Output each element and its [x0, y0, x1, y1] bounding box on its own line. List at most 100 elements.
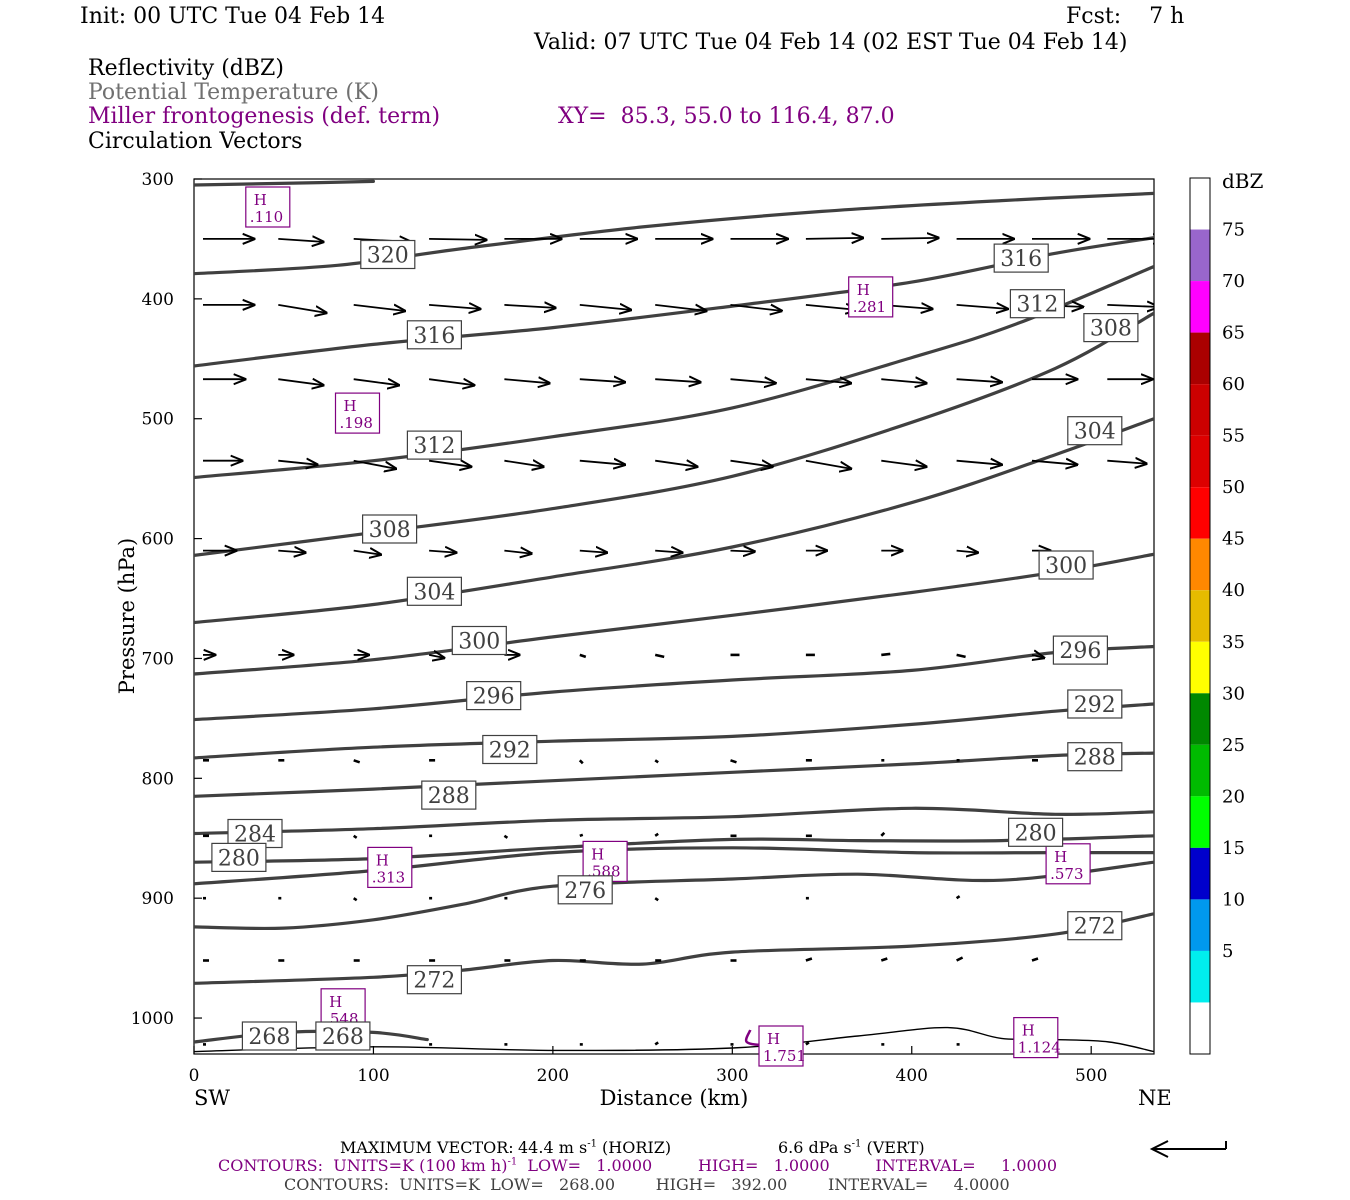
theta-label-text: 304: [1074, 420, 1116, 445]
vector-arrow: [956, 551, 978, 553]
theta-label-text: 308: [369, 518, 411, 543]
max-vector-horiz: 44.4 m s-1 (HORIZ): [518, 1138, 672, 1157]
x-end-label-ne: NE: [1138, 1086, 1172, 1110]
frontogenesis-maxima: H.110H.198H.281H.313H.588H.573H.548H1.75…: [245, 186, 1091, 1067]
reference-vector-arrow: [1149, 1140, 1227, 1158]
plot-frame: [193, 178, 1155, 1055]
theta-contour-320: [194, 179, 375, 187]
vector-arrow: [956, 461, 1002, 465]
max-vector-vert: 6.6 dPa s-1 (VERT): [778, 1138, 925, 1157]
vector-arrow: [353, 459, 396, 469]
vector-arrow: [956, 653, 966, 659]
vector-arrow: [353, 759, 361, 764]
vector-arrow: [654, 1041, 659, 1046]
theta-label-box: [1007, 817, 1064, 847]
vector-arrow: [504, 305, 555, 308]
frontogenesis-high-box: [582, 840, 628, 883]
vector-arrow: [654, 832, 659, 837]
max-vector-label: MAXIMUM VECTOR:: [340, 1138, 514, 1157]
colorbar-swatch: [1190, 178, 1210, 230]
theta-contour-292: [194, 702, 1154, 760]
frontogenesis-high-value: .110: [250, 208, 283, 226]
circulation-vectors: [203, 238, 1154, 1046]
theta-label: 276: [557, 875, 613, 905]
y-tick-label: 600: [142, 530, 174, 550]
colorbar-level-label: 75: [1222, 220, 1245, 241]
theta-label-box: [1067, 911, 1123, 941]
frontogenesis-high: H.198: [334, 392, 381, 434]
frontogenesis-high-value: 1.124: [1018, 1039, 1061, 1057]
theta-label: 300: [451, 625, 507, 656]
theta-label: 320: [360, 239, 416, 270]
frontogenesis-high-marker: H: [591, 845, 604, 863]
theta-label: 288: [1067, 742, 1123, 772]
frontogenesis-high-value: .313: [372, 868, 405, 886]
vector-arrow: [503, 834, 509, 839]
theta-label-text: 280: [218, 846, 260, 871]
theta-label-text: 304: [413, 580, 455, 605]
theta-label: 304: [406, 576, 462, 606]
theta-label-box: [362, 514, 418, 544]
theta-label-text: 316: [1000, 247, 1042, 272]
vector-arrow: [654, 897, 659, 902]
theta-contour-labels: 3203163123083043002962922882842802762722…: [211, 239, 1139, 1051]
colorbar-swatch: [1190, 847, 1210, 900]
vector-arrow: [353, 305, 405, 311]
theta-label-text: 276: [564, 879, 606, 904]
vector-arrow: [956, 956, 964, 962]
x-tick-label: 200: [537, 1066, 569, 1086]
colorbar-swatch: [1190, 229, 1210, 282]
theta-label: 292: [1067, 689, 1123, 719]
vector-arrow: [504, 461, 543, 467]
vector-arrow: [881, 238, 938, 239]
colorbar-level-label: 5: [1222, 941, 1233, 962]
cross-section-endpoints: XY= 85.3, 55.0 to 116.4, 87.0: [558, 104, 895, 129]
vector-arrow: [1107, 461, 1146, 464]
theta-contour-312: [194, 264, 1154, 480]
vector-arrow: [428, 655, 444, 658]
colorbar-level-label: 70: [1222, 271, 1245, 292]
vector-arrow: [353, 379, 399, 385]
x-tick-label: 100: [357, 1066, 389, 1086]
vector-arrow: [730, 551, 755, 552]
theta-label-text: 300: [1045, 554, 1087, 579]
colorbar-level-label: 10: [1222, 889, 1245, 910]
theta-label-box: [1009, 289, 1066, 319]
theta-label: 268: [241, 1021, 297, 1051]
colorbar-swatch: [1190, 796, 1210, 848]
frontogenesis-high-value: .281: [853, 298, 886, 316]
colorbar-level-label: 55: [1222, 426, 1245, 447]
colorbar-level-label: 35: [1222, 632, 1245, 653]
y-axis-label: Pressure (hPa): [115, 538, 139, 694]
y-tick-label: 300: [142, 170, 174, 190]
theta-label-box: [1052, 635, 1109, 665]
theta-label-text: 288: [428, 784, 470, 809]
vector-arrow: [805, 379, 851, 383]
vector-arrow: [730, 759, 737, 764]
vector-arrow: [881, 461, 926, 467]
vector-arrow: [352, 897, 358, 902]
x-tick-label: 400: [896, 1066, 928, 1086]
frontogenesis-high: H.573: [1045, 843, 1091, 885]
colorbar-level-label: 20: [1222, 786, 1245, 807]
theta-label-text: 300: [458, 630, 500, 655]
frontogenesis-high: H.281: [848, 276, 894, 318]
vector-arrow: [805, 459, 851, 469]
colorbar-swatch: [1190, 538, 1210, 591]
frontogenesis-high-marker: H: [344, 397, 357, 415]
theta-label: 296: [466, 680, 522, 711]
vector-arrow: [881, 652, 891, 657]
vector-arrow: [655, 305, 706, 311]
vector-arrow: [1031, 461, 1077, 465]
vector-arrow: [730, 379, 776, 383]
valid-time: Valid: 07 UTC Tue 04 Feb 14 (02 EST Tue …: [534, 30, 1128, 55]
vector-arrow: [579, 305, 631, 310]
theta-label-box: [241, 1021, 297, 1051]
frontogenesis-high-box: [334, 392, 381, 434]
colorbar-level-label: 50: [1222, 477, 1245, 498]
theta-label-box: [993, 243, 1049, 273]
vector-arrow: [579, 551, 607, 553]
theta-contour-288: [194, 751, 1154, 798]
vector-arrow: [956, 305, 1008, 309]
vector-arrow: [429, 239, 486, 240]
